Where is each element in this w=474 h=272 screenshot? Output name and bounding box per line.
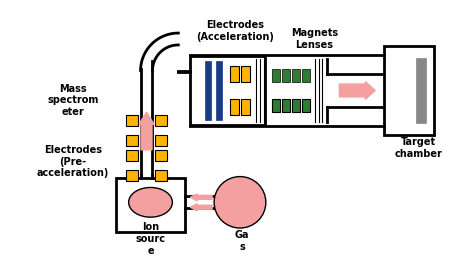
Bar [282, 99, 290, 112]
Bar [126, 115, 137, 126]
Bar [272, 99, 280, 112]
Bar [301, 69, 310, 82]
Circle shape [214, 177, 266, 228]
Bar [155, 170, 167, 181]
Bar [155, 115, 167, 126]
Bar [155, 135, 167, 146]
FancyArrow shape [139, 112, 154, 150]
Text: Ga
s: Ga s [235, 230, 249, 252]
FancyArrow shape [190, 204, 212, 211]
Bar [126, 135, 137, 146]
Bar [272, 69, 280, 82]
Text: Magnets
Lenses: Magnets Lenses [291, 28, 338, 50]
Bar [292, 69, 300, 82]
Bar [384, 46, 434, 135]
Text: Electrodes
(Pre-
acceleration): Electrodes (Pre- acceleration) [37, 145, 109, 178]
Bar [241, 99, 250, 115]
Bar [241, 66, 250, 82]
Bar [230, 99, 239, 115]
Text: Ion
sourc
e: Ion sourc e [136, 222, 165, 255]
FancyArrow shape [339, 82, 375, 99]
Bar [205, 61, 211, 120]
Text: Mass
spectrom
eter: Mass spectrom eter [47, 84, 99, 117]
Bar [282, 69, 290, 82]
Bar [416, 58, 426, 123]
Bar [216, 61, 222, 120]
Bar [230, 66, 239, 82]
Bar [292, 99, 300, 112]
Bar [126, 150, 137, 161]
Bar [155, 150, 167, 161]
Bar [190, 56, 265, 125]
Bar [126, 170, 137, 181]
Bar [116, 178, 185, 232]
Bar [301, 99, 310, 112]
Text: Target
chamber: Target chamber [395, 137, 443, 159]
FancyArrow shape [190, 194, 212, 201]
Text: Electrodes
(Acceleration): Electrodes (Acceleration) [196, 20, 274, 42]
Ellipse shape [128, 187, 173, 217]
